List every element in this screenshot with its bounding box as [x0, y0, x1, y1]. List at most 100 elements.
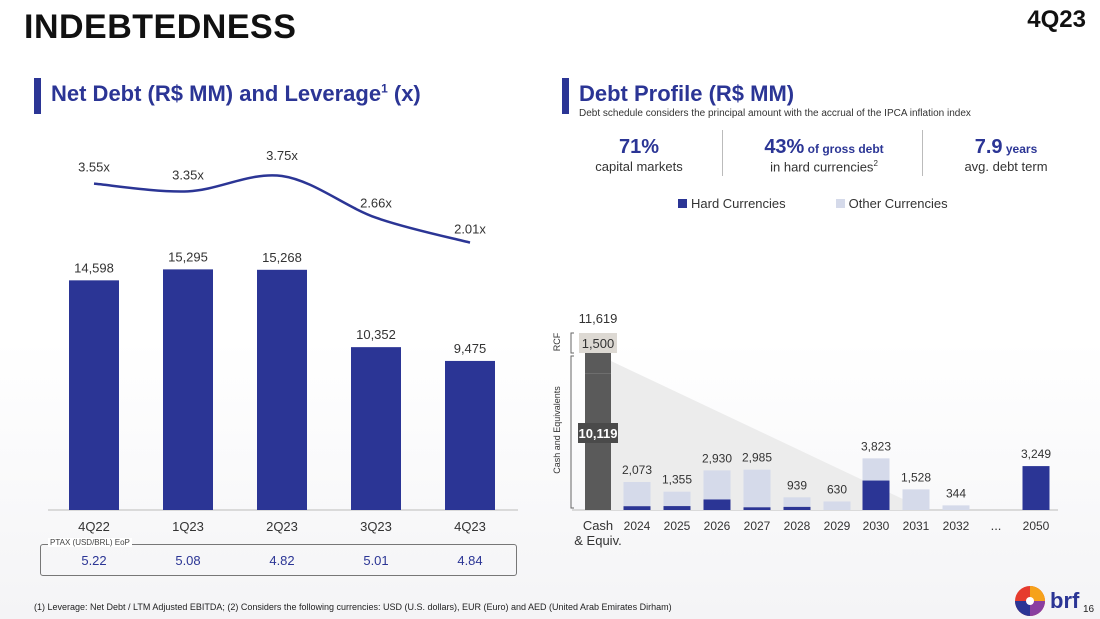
debt-profile-note: Debt schedule considers the principal am…: [579, 108, 971, 119]
debt-profile-title: Debt Profile (R$ MM): [579, 81, 795, 106]
kpi-capital-markets: 71% capital markets: [584, 136, 694, 174]
other-currencies-bar: [743, 469, 771, 508]
x-tick-label: & Equiv.: [574, 533, 621, 548]
leverage-label: 3.75x: [266, 148, 298, 163]
kpi-label: avg. debt term: [964, 159, 1048, 174]
x-tick-label: 2031: [903, 519, 930, 533]
ptax-value: 5.08: [175, 553, 200, 568]
footnote: (1) Leverage: Net Debt / LTM Adjusted EB…: [34, 602, 672, 612]
leverage-label: 2.66x: [360, 196, 392, 211]
maturity-total-label: 630: [827, 482, 847, 496]
page-title: INDEBTEDNESS: [24, 8, 297, 46]
maturity-total-label: 3,823: [861, 439, 891, 453]
debt-profile-legend: Hard Currencies Other Currencies: [678, 196, 948, 211]
rcf-label-box: [579, 333, 617, 353]
other-currencies-bar: [862, 458, 890, 481]
rcf-bar: [585, 353, 611, 374]
x-tick-label: 2029: [824, 519, 851, 533]
x-tick-label: 2024: [624, 519, 651, 533]
ptax-value: 5.22: [81, 553, 106, 568]
x-tick-label: 2028: [784, 519, 811, 533]
rcf-bracket: [570, 332, 574, 354]
other-currencies-bar: [663, 491, 691, 507]
net-debt-value-label: 15,295: [168, 249, 208, 264]
rcf-value-label: 1,500: [582, 336, 615, 351]
x-tick-label: 2Q23: [266, 519, 298, 534]
net-debt-bar: [351, 347, 401, 510]
maturity-total-label: 1,355: [662, 473, 692, 487]
hard-currencies-bar: [1022, 466, 1050, 510]
net-debt-value-label: 15,268: [262, 250, 302, 265]
net-debt-bar: [257, 269, 307, 510]
ptax-value: 4.84: [457, 553, 482, 568]
kpi-suffix: years: [1002, 142, 1038, 156]
ptax-table-box: [40, 544, 517, 576]
kpi-value: 7.9: [974, 136, 1003, 158]
hard-currencies-bar: [862, 480, 890, 510]
cash-label-box: [578, 423, 618, 443]
hard-currencies-bar: [743, 507, 771, 510]
kpi-debt-term: 7.9 years avg. debt term: [950, 136, 1062, 174]
maturity-total-label: 2,073: [622, 463, 652, 477]
cash-bracket: [570, 355, 574, 509]
net-debt-bar: [445, 360, 495, 510]
kpi-label-sup: 2: [873, 159, 878, 168]
kpi-divider: [722, 130, 723, 176]
other-currencies-bar: [783, 497, 811, 507]
net-debt-value-label: 14,598: [74, 260, 114, 275]
x-tick-label: 3Q23: [360, 519, 392, 534]
leverage-label: 3.55x: [78, 160, 110, 175]
other-currencies-bar: [623, 481, 651, 507]
cash-total-label: 11,619: [579, 311, 618, 326]
x-tick-label: 2025: [664, 519, 691, 533]
legend-swatch-hard: [678, 199, 687, 208]
legend-label-hard: Hard Currencies: [691, 196, 786, 211]
maturity-total-label: 3,249: [1021, 447, 1051, 461]
ptax-table-label: PTAX (USD/BRL) EoP: [48, 538, 132, 547]
x-tick-label: 4Q23: [454, 519, 486, 534]
leverage-label: 2.01x: [454, 222, 486, 237]
x-tick-label: 1Q23: [172, 519, 204, 534]
kpi-hard-currencies: 43% of gross debt in hard currencies2: [745, 136, 903, 174]
quarter-label: 4Q23: [1027, 6, 1086, 33]
leverage-line: [93, 174, 471, 244]
maturity-total-label: 344: [946, 486, 966, 500]
ptax-value: 4.82: [269, 553, 294, 568]
net-debt-title-text: Net Debt (R$ MM) and Leverage: [51, 81, 382, 106]
brf-logo: brf: [1014, 585, 1079, 617]
x-tick-label: 2026: [704, 519, 731, 533]
cash-value-label: 10,119: [578, 426, 617, 441]
cash-coverage-shadow: [611, 361, 926, 510]
left-title-accent: [34, 78, 41, 114]
kpi-label: in hard currencies2: [745, 159, 903, 174]
other-currencies-bar: [942, 505, 970, 510]
kpi-divider: [922, 130, 923, 176]
leverage-label: 3.35x: [172, 167, 204, 182]
kpi-label: capital markets: [595, 159, 683, 174]
other-currencies-bar: [902, 489, 930, 510]
maturity-total-label: 1,528: [901, 470, 931, 484]
net-debt-bar: [163, 269, 213, 510]
x-tick-label: 2027: [744, 519, 771, 533]
x-tick-label: 2050: [1023, 519, 1050, 533]
cash-axis-label: Cash and Equivalents: [552, 386, 562, 474]
kpi-label-text: in hard currencies: [770, 159, 874, 175]
kpi-value: 71%: [618, 136, 660, 158]
x-tick-label: 2032: [943, 519, 970, 533]
legend-other-currencies: Other Currencies: [835, 196, 948, 211]
x-tick-label: Cash: [583, 518, 613, 533]
net-debt-title-suffix: (x): [387, 81, 421, 106]
brf-logo-text: brf: [1050, 588, 1080, 613]
hard-currencies-bar: [623, 506, 651, 510]
ptax-value: 5.01: [363, 553, 388, 568]
hard-currencies-bar: [783, 506, 811, 510]
other-currencies-bar: [703, 470, 731, 500]
legend-swatch-other: [835, 199, 845, 208]
kpi-value: 43%: [764, 136, 805, 158]
legend-hard-currencies: Hard Currencies: [678, 196, 786, 211]
net-debt-value-label: 10,352: [356, 327, 396, 342]
right-title-accent: [562, 78, 569, 114]
net-debt-title-sup: 1: [381, 81, 388, 96]
brf-logo-icon: [1015, 586, 1045, 616]
